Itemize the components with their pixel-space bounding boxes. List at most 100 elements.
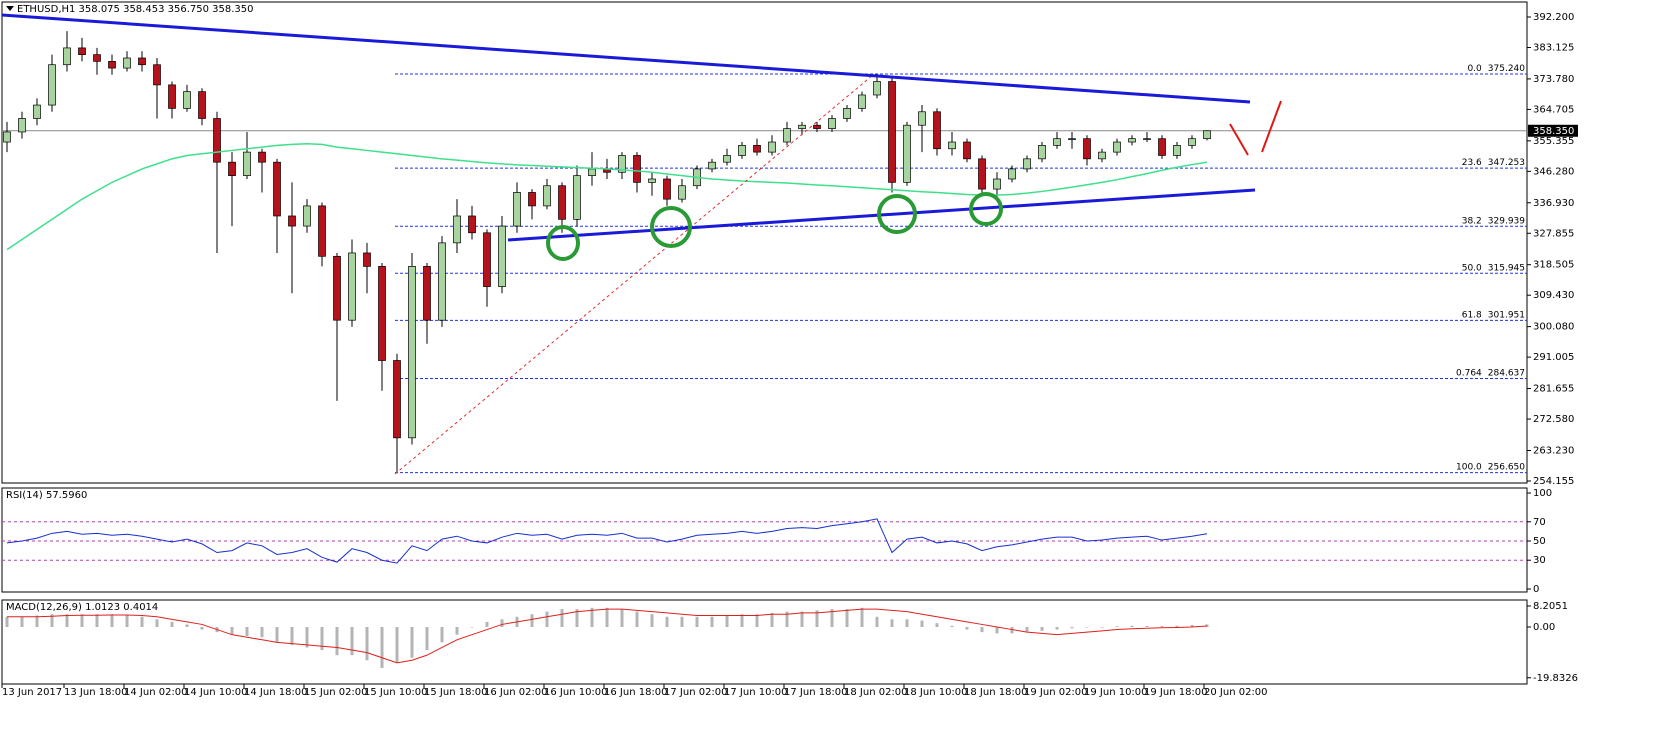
candle-body bbox=[318, 205, 326, 257]
macd-bar bbox=[860, 607, 864, 628]
chart-layers: 392.200 383.125 373.780 364.705 355.355 346.2… bbox=[1, 12, 1578, 698]
macd-bar bbox=[140, 616, 144, 628]
candle-body bbox=[78, 47, 86, 55]
y-tick-label: 100 bbox=[1533, 488, 1552, 499]
candle-body bbox=[678, 185, 686, 200]
fib-level: 38.2 bbox=[1462, 216, 1482, 226]
macd-bar bbox=[695, 616, 699, 628]
y-tick-label: 327.855 bbox=[1533, 228, 1574, 239]
candle-body bbox=[978, 158, 986, 190]
macd-bar bbox=[920, 620, 924, 628]
candle-body bbox=[108, 61, 116, 69]
candle-body bbox=[1188, 138, 1196, 146]
macd-bar bbox=[305, 627, 309, 648]
y-tick-label: 392.200 bbox=[1533, 12, 1574, 23]
y-tick-label: 346.280 bbox=[1533, 166, 1574, 177]
macd-bar bbox=[965, 627, 969, 630]
fib-level: 50.0 bbox=[1462, 263, 1482, 273]
fib-label: 0.764 284.637 bbox=[1456, 368, 1525, 378]
macd-bar bbox=[455, 627, 459, 635]
candle-body bbox=[1098, 151, 1106, 160]
macd-bar bbox=[815, 610, 819, 628]
x-tick-label: 18 Jun 18:00 bbox=[964, 687, 1028, 698]
y-tick-label: 373.780 bbox=[1533, 74, 1574, 85]
fib-label: 50.0 315.945 bbox=[1462, 263, 1525, 273]
macd-bar bbox=[635, 611, 639, 628]
macd-bar bbox=[755, 614, 759, 628]
macd-bar bbox=[545, 611, 549, 628]
candle-body bbox=[288, 215, 296, 227]
circle bbox=[650, 206, 692, 248]
macd-bar bbox=[290, 627, 294, 645]
macd-bar bbox=[485, 621, 489, 628]
macd-bar bbox=[185, 624, 189, 628]
candle-body bbox=[498, 225, 506, 287]
x-tick-label: 14 Jun 18:00 bbox=[244, 687, 308, 698]
candle-body bbox=[408, 266, 416, 439]
candle-body bbox=[933, 111, 941, 150]
x-tick-label: 15 Jun 02:00 bbox=[304, 687, 368, 698]
candle-body bbox=[948, 141, 956, 150]
candle-body bbox=[48, 64, 56, 106]
macd-bar bbox=[1100, 627, 1104, 628]
macd-bar bbox=[1070, 627, 1074, 629]
macd-bar bbox=[1010, 627, 1014, 634]
macd-title: MACD(12,26,9) 1.0123 0.4014 bbox=[6, 602, 158, 613]
macd-bar bbox=[80, 614, 84, 628]
y-tick-label: 254.155 bbox=[1533, 476, 1574, 487]
candle-body bbox=[1023, 158, 1031, 170]
macd-signal bbox=[7, 608, 1208, 664]
fib-price: 256.650 bbox=[1488, 462, 1525, 472]
macd-bar bbox=[845, 609, 849, 628]
candle-body bbox=[1203, 130, 1211, 140]
macd-bar bbox=[425, 627, 429, 651]
macd-bar bbox=[1040, 627, 1044, 631]
candle-body bbox=[1143, 138, 1151, 141]
candle-body bbox=[393, 360, 401, 439]
candle-body bbox=[3, 131, 11, 143]
macd-bar bbox=[935, 623, 939, 628]
candle-body bbox=[723, 155, 731, 163]
candle-body bbox=[1113, 141, 1121, 153]
candle-body bbox=[198, 91, 206, 119]
forecast-stroke bbox=[1229, 123, 1249, 156]
macd-panel bbox=[1, 599, 1528, 685]
candle-body bbox=[783, 128, 791, 143]
price-panel bbox=[1, 1, 1528, 484]
macd-bar bbox=[620, 609, 624, 628]
candle-body bbox=[438, 242, 446, 321]
fib-label: 100.0 256.650 bbox=[1456, 462, 1525, 472]
y-tick-label: 272.580 bbox=[1533, 414, 1574, 425]
macd-bar bbox=[320, 627, 324, 651]
macd-bar bbox=[830, 609, 834, 628]
fib-level: 100.0 bbox=[1456, 462, 1482, 472]
circle bbox=[546, 225, 580, 261]
fib-level: 0.764 bbox=[1456, 368, 1482, 378]
macd-bar bbox=[335, 627, 339, 656]
macd-bar bbox=[1025, 627, 1029, 633]
candle-body bbox=[753, 145, 761, 153]
x-tick-label: 19 Jun 02:00 bbox=[1024, 687, 1088, 698]
x-tick-label: 18 Jun 10:00 bbox=[904, 687, 968, 698]
candle-body bbox=[93, 54, 101, 62]
macd-bar bbox=[950, 625, 954, 628]
macd-bar bbox=[440, 627, 444, 643]
fib-price: 347.253 bbox=[1488, 158, 1525, 168]
support-trendline bbox=[507, 188, 1256, 242]
candle-body bbox=[903, 124, 911, 183]
macd-bar bbox=[560, 609, 564, 628]
candle-body bbox=[213, 118, 221, 163]
macd-bar bbox=[410, 627, 414, 658]
macd-bar bbox=[395, 627, 399, 663]
candle-body bbox=[888, 81, 896, 183]
candle-body bbox=[918, 111, 926, 126]
y-tick-label: 383.125 bbox=[1533, 42, 1574, 53]
macd-bar bbox=[365, 627, 369, 661]
macd-bar bbox=[785, 611, 789, 628]
candle-body bbox=[1173, 145, 1181, 156]
macd-bar bbox=[1205, 624, 1209, 628]
chart-header: ETHUSD,H1 358.075 358.453 356.750 358.35… bbox=[17, 4, 254, 15]
candle-body bbox=[558, 185, 566, 220]
macd-bar bbox=[650, 614, 654, 628]
candle-body bbox=[303, 205, 311, 227]
